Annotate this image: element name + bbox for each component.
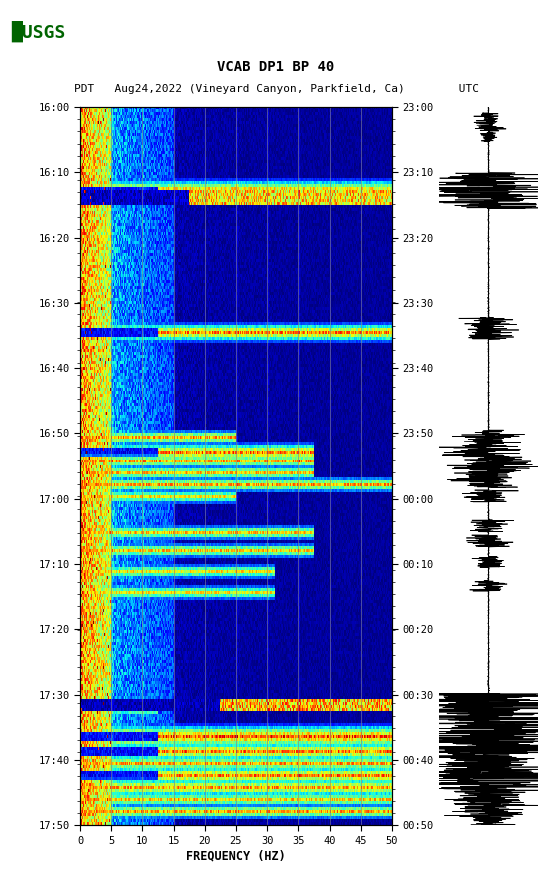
Text: VCAB DP1 BP 40: VCAB DP1 BP 40 [217, 60, 335, 74]
X-axis label: FREQUENCY (HZ): FREQUENCY (HZ) [186, 850, 286, 863]
Text: PDT   Aug24,2022 (Vineyard Canyon, Parkfield, Ca)        UTC: PDT Aug24,2022 (Vineyard Canyon, Parkfie… [73, 84, 479, 95]
Text: █USGS: █USGS [11, 21, 66, 42]
